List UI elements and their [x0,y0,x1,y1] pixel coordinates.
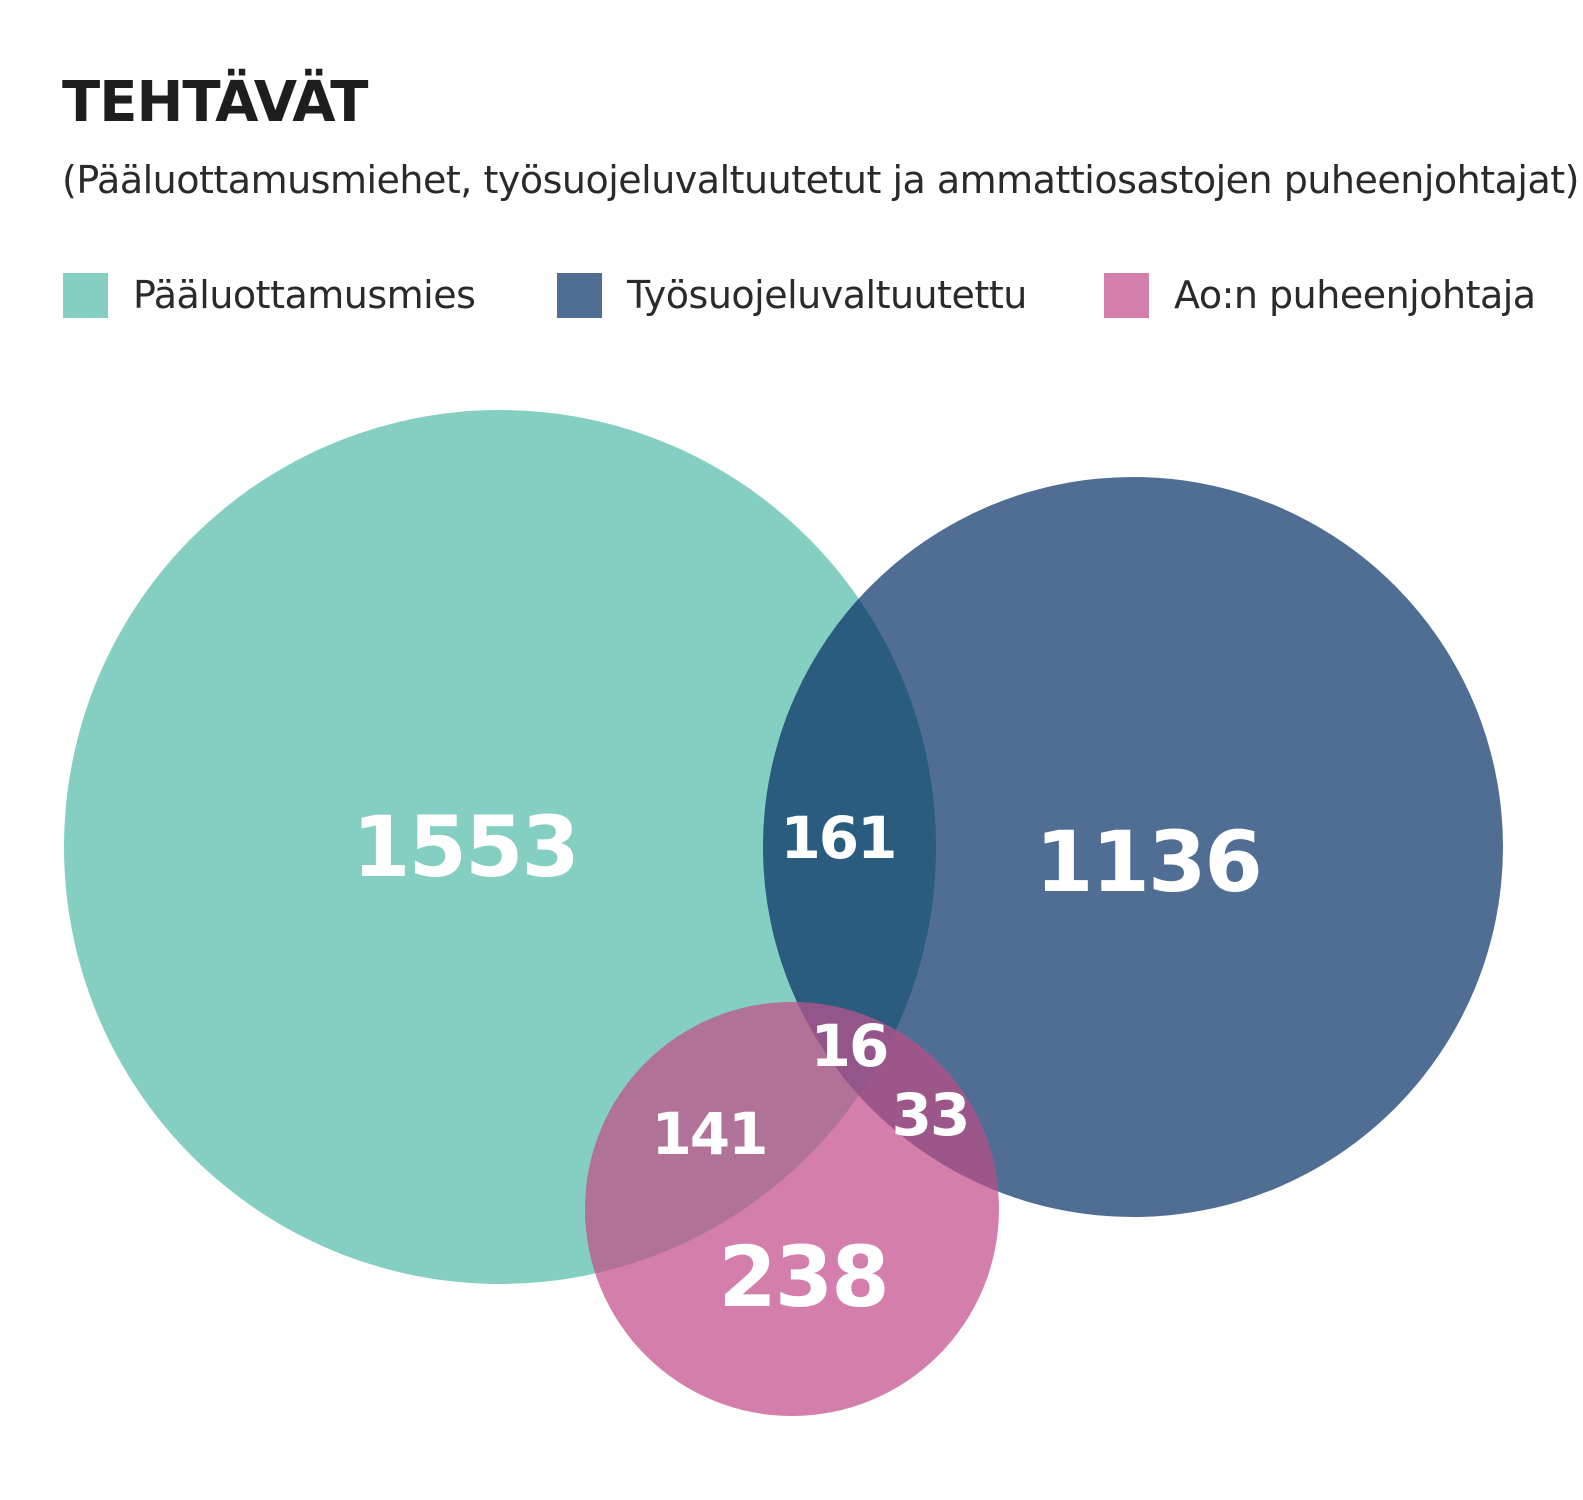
legend-swatch-paaluottamusmies [63,272,108,318]
page-title: TEHTÄVÄT [62,70,368,135]
value-puheenjohtaja-only: 238 [718,1228,887,1326]
value-paaluottamusmies-only: 1553 [352,798,578,896]
legend-item-tyosuojeluvaltuutettu: Työsuojeluvaltuutettu [557,272,1027,318]
value-tyosuojeluvaltuutettu-puheenjohtaja: 33 [892,1081,969,1149]
value-paaluottamusmies-tyosuojeluvaltuutettu: 161 [780,804,895,872]
legend-swatch-puheenjohtaja [1104,272,1149,318]
legend-label-puheenjohtaja: Ao:n puheenjohtaja [1174,273,1536,317]
legend-item-paaluottamusmies: Pääluottamusmies [63,272,476,318]
legend-label-paaluottamusmies: Pääluottamusmies [133,273,476,317]
venn-circle-tyosuojeluvaltuutettu [763,477,1503,1217]
value-paaluottamusmies-puheenjohtaja: 141 [651,1100,766,1168]
legend-swatch-tyosuojeluvaltuutettu [557,272,602,318]
legend: Pääluottamusmies Työsuojeluvaltuutettu A… [0,272,1583,322]
legend-label-tyosuojeluvaltuutettu: Työsuojeluvaltuutettu [627,273,1027,317]
value-tyosuojeluvaltuutettu-only: 1136 [1035,813,1261,911]
page-subtitle: (Pääluottamusmiehet, työsuojeluvaltuutet… [62,158,1579,202]
legend-item-puheenjohtaja: Ao:n puheenjohtaja [1104,272,1536,318]
value-all-three: 16 [811,1012,888,1080]
